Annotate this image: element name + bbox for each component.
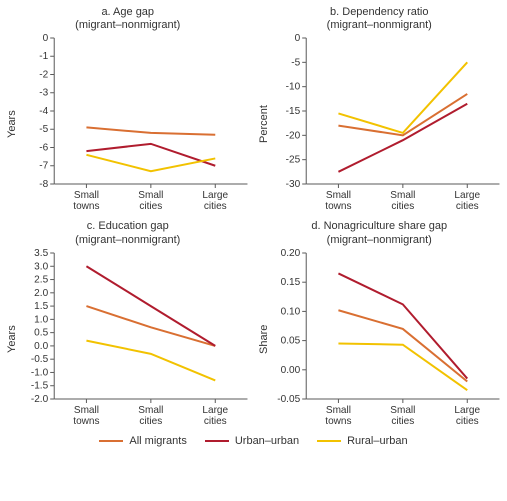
svg-text:-0.5: -0.5 [31,354,49,365]
chart-wrap: Years -2.0 -1.5 -1.0 -0.5 0.0 0.5 1.0 1.5 2.0 2.5 3… [4,249,252,429]
svg-text:Large: Large [202,190,228,201]
legend-swatch-urban-urban [205,440,229,442]
svg-text:0.5: 0.5 [34,327,48,338]
svg-text:-5: -5 [39,125,48,136]
svg-text:1.0: 1.0 [34,314,48,325]
legend: All migrants Urban–urban Rural–urban [0,431,507,455]
legend-swatch-rural-urban [317,440,341,442]
panel-title: c. Education gap (migrant–nonmigrant) [4,220,252,246]
panel-d: d. Nonagriculture share gap (migrant–non… [256,220,504,428]
svg-text:Large: Large [454,190,480,201]
svg-text:-8: -8 [39,179,48,190]
panel-c: c. Education gap (migrant–nonmigrant) Yea… [4,220,252,428]
svg-text:-1.5: -1.5 [31,381,49,392]
legend-label-rural-urban: Rural–urban [347,435,408,447]
svg-text:towns: towns [73,416,99,427]
svg-text:Small: Small [390,190,415,201]
svg-text:-15: -15 [285,106,300,117]
svg-text:cities: cities [455,201,478,212]
svg-text:cities: cities [204,201,227,212]
series-urban_urban [338,273,467,378]
svg-text:cities: cities [139,201,162,212]
svg-text:-5: -5 [291,58,300,69]
legend-item-urban-urban: Urban–urban [205,435,299,447]
svg-text:1.5: 1.5 [34,301,48,312]
legend-label-urban-urban: Urban–urban [235,435,299,447]
chart-svg: -0.050.000.050.100.150.20SmalltownsSmall… [272,249,504,429]
legend-swatch-all-migrants [99,440,123,442]
svg-text:cities: cities [391,416,414,427]
panel-title: b. Dependency ratio (migrant–nonmigrant) [256,6,504,32]
panel-a: a. Age gap (migrant–nonmigrant) Years -8 -7… [4,6,252,214]
svg-text:Small: Small [138,190,163,201]
svg-text:Small: Small [74,190,99,201]
svg-text:Small: Small [390,405,415,416]
svg-text:0.15: 0.15 [280,277,300,288]
y-axis-label: Percent [256,34,272,214]
svg-text:towns: towns [325,201,351,212]
svg-text:0.0: 0.0 [34,341,48,352]
series-all_migrants [86,306,215,346]
svg-text:3.5: 3.5 [34,248,48,259]
chart-svg: -8-7-6-5-4-3-2-10SmalltownsSmallcitiesLa… [20,34,252,214]
svg-text:Small: Small [138,405,163,416]
svg-text:-4: -4 [39,106,48,117]
chart-svg: -2.0 -1.5 -1.0 -0.5 0.0 0.5 1.0 1.5 2.0 2.5 3.0 3.5… [20,249,252,429]
y-axis-label: Years [4,249,20,429]
series-all_migrants [86,128,215,135]
svg-text:Small: Small [325,190,350,201]
chart-wrap: Share-0.050.000.050.100.150.20Smalltowns… [256,249,504,429]
svg-text:Large: Large [202,405,228,416]
svg-text:-30: -30 [285,179,300,190]
svg-text:0: 0 [43,33,49,44]
svg-text:cities: cities [391,201,414,212]
svg-text:0.00: 0.00 [280,365,300,376]
svg-text:-10: -10 [285,82,300,93]
series-rural_urban [86,155,215,171]
svg-text:-0.05: -0.05 [277,394,300,405]
svg-text:cities: cities [204,416,227,427]
series-rural_urban [86,340,215,380]
svg-text:2.0: 2.0 [34,288,48,299]
chart-wrap: Percent-30-25-20-15-10-50SmalltownsSmall… [256,34,504,214]
svg-text:-20: -20 [285,131,300,142]
legend-item-rural-urban: Rural–urban [317,435,408,447]
svg-text:Small: Small [325,405,350,416]
chart-grid: a. Age gap (migrant–nonmigrant) Years -8 -7… [0,0,507,431]
svg-text:0.05: 0.05 [280,335,300,346]
svg-text:0: 0 [294,33,300,44]
svg-text:-1: -1 [39,52,48,63]
legend-label-all-migrants: All migrants [129,435,186,447]
legend-item-all-migrants: All migrants [99,435,186,447]
series-rural_urban [338,63,467,134]
svg-text:towns: towns [325,416,351,427]
svg-text:cities: cities [139,416,162,427]
svg-text:Small: Small [74,405,99,416]
svg-text:-3: -3 [39,88,48,99]
series-urban_urban [338,104,467,172]
svg-text:2.5: 2.5 [34,274,48,285]
svg-text:Large: Large [454,405,480,416]
series-urban_urban [86,266,215,346]
panel-title: a. Age gap (migrant–nonmigrant) [4,6,252,32]
chart-wrap: Years-8-7-6-5-4-3-2-10SmalltownsSmallcit… [4,34,252,214]
svg-text:-7: -7 [39,161,48,172]
svg-text:0.20: 0.20 [280,248,300,259]
svg-text:cities: cities [455,416,478,427]
y-axis-label: Share [256,249,272,429]
panel-b: b. Dependency ratio (migrant–nonmigrant)… [256,6,504,214]
svg-text:3.0: 3.0 [34,261,48,272]
svg-text:-2.0: -2.0 [31,394,49,405]
svg-text:-25: -25 [285,155,300,166]
svg-text:0.10: 0.10 [280,306,300,317]
svg-text:-6: -6 [39,143,48,154]
panel-title: d. Nonagriculture share gap (migrant–non… [256,220,504,246]
svg-text:-1.0: -1.0 [31,367,49,378]
svg-text:towns: towns [73,201,99,212]
y-axis-label: Years [4,34,20,214]
svg-text:-2: -2 [39,70,48,81]
chart-svg: -30-25-20-15-10-50SmalltownsSmallcitiesL… [272,34,504,214]
